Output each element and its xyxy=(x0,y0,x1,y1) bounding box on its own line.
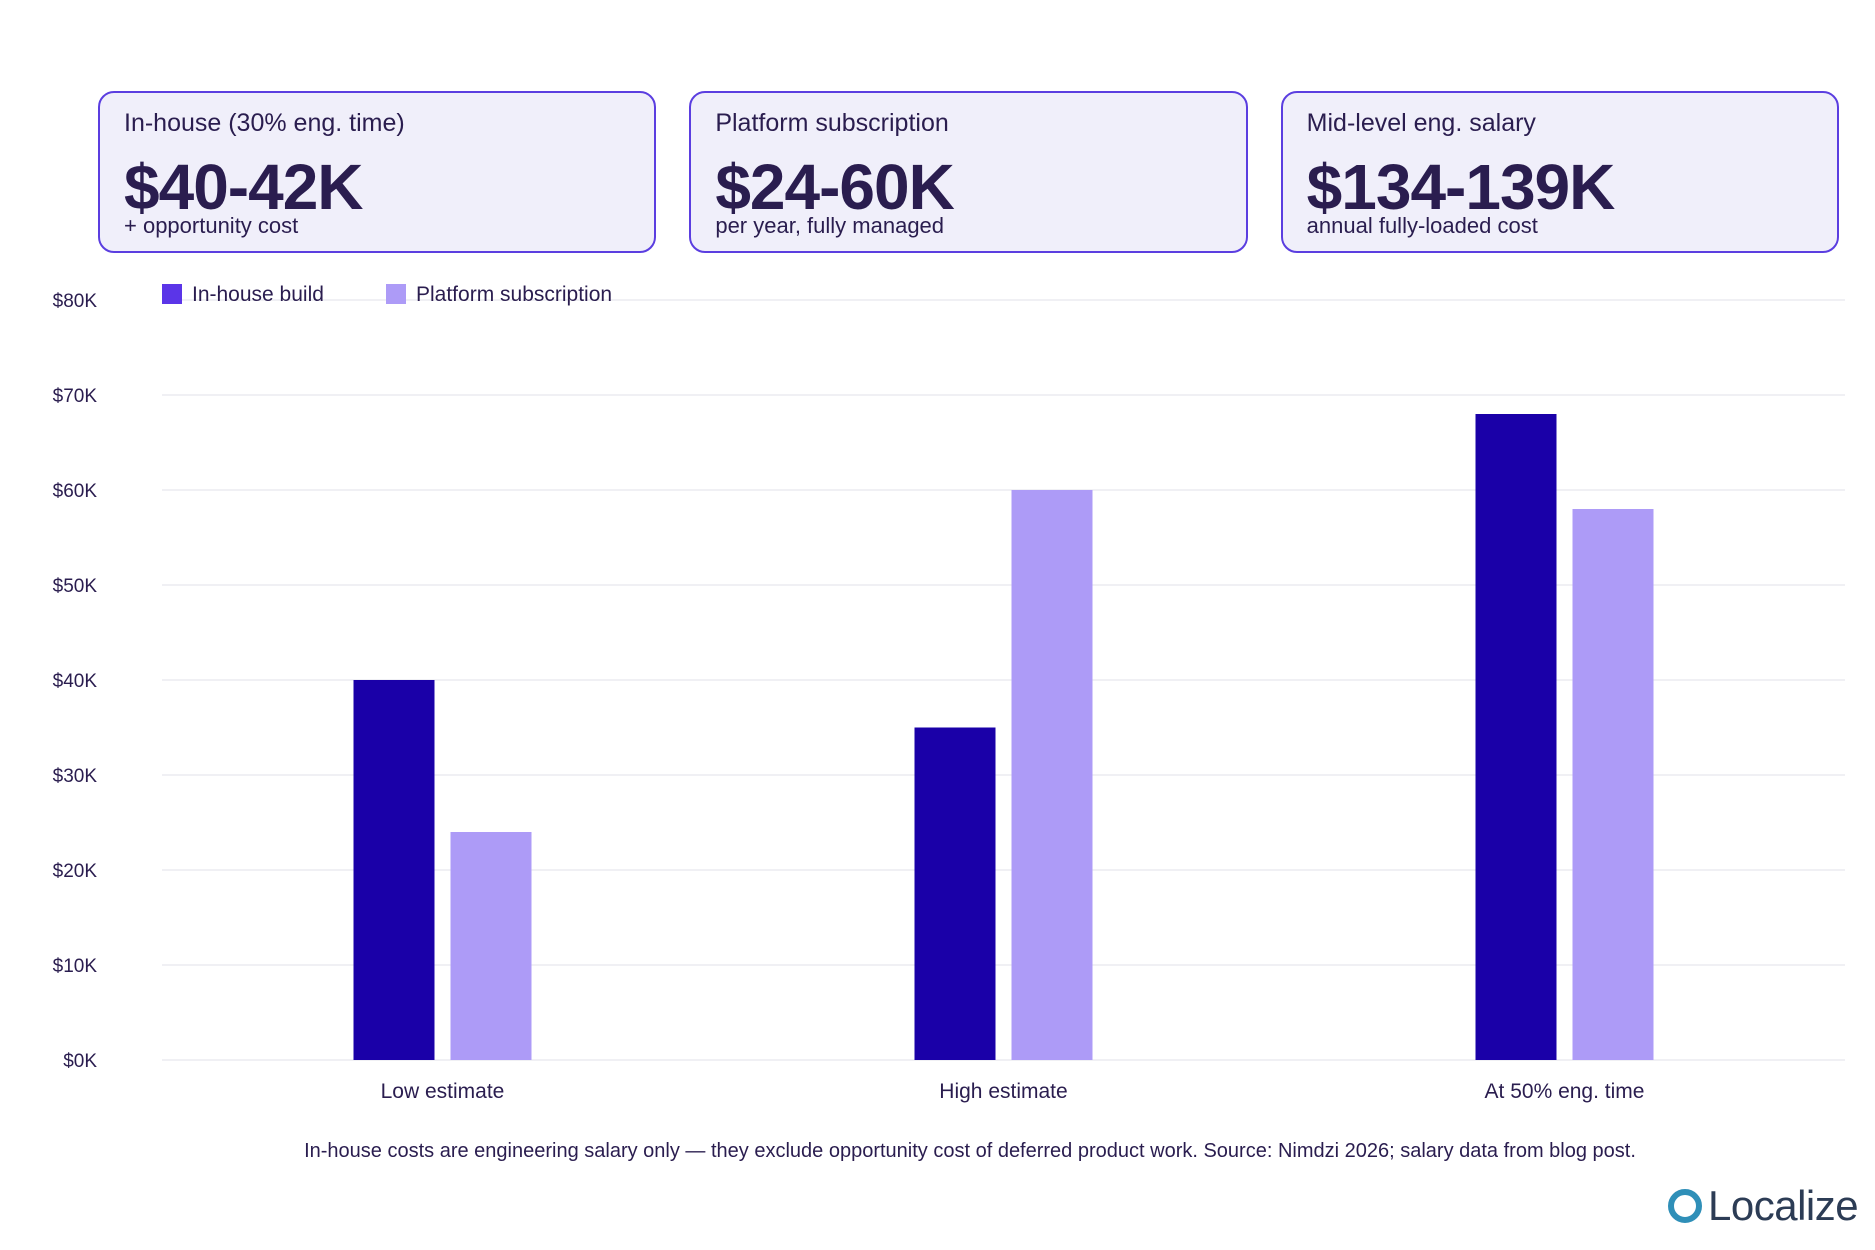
x-tick-label: Low estimate xyxy=(381,1080,505,1103)
kpi-label: Platform subscription xyxy=(715,109,949,137)
kpi-label: In-house (30% eng. time) xyxy=(124,109,405,137)
kpi-subtext: + opportunity cost xyxy=(124,213,299,238)
bar xyxy=(1572,509,1654,1060)
x-tick-label: At 50% eng. time xyxy=(1485,1080,1645,1103)
y-tick-label: $30K xyxy=(53,766,98,787)
brand-logo: Localize xyxy=(1668,1182,1859,1230)
y-tick-label: $60K xyxy=(53,481,98,502)
x-tick-label: High estimate xyxy=(939,1080,1067,1103)
kpi-card-platform: Platform subscription $24-60K per year, … xyxy=(689,91,1248,253)
bar-chart: $0K $10K $20K $30K $40K $50K $60K $70K $80K Low e… xyxy=(53,283,1845,1103)
bar xyxy=(353,680,435,1060)
y-tick-label: $20K xyxy=(53,861,98,882)
kpi-card-in-house: In-house (30% eng. time) $40-42K + oppor… xyxy=(98,91,657,253)
y-tick-label: $80K xyxy=(53,291,98,312)
kpi-subtext: per year, fully managed xyxy=(715,213,945,238)
bar xyxy=(1475,414,1557,1060)
kpi-value: $134-139K xyxy=(1306,151,1616,223)
kpi-value: $24-60K xyxy=(715,151,954,223)
legend-swatch xyxy=(386,284,406,304)
y-tick-label: $10K xyxy=(53,956,98,977)
kpi-cards: In-house (30% eng. time) $40-42K + oppor… xyxy=(98,91,1839,253)
legend-label: In-house build xyxy=(192,283,324,306)
kpi-card-salary: Mid-level eng. salary $134-139K annual f… xyxy=(1280,91,1839,253)
y-tick-label: $50K xyxy=(53,576,98,597)
kpi-label: Mid-level eng. salary xyxy=(1306,109,1536,137)
y-tick-label: $0K xyxy=(63,1051,97,1072)
y-tick-label: $40K xyxy=(53,671,98,692)
bar xyxy=(1011,490,1093,1060)
kpi-subtext: annual fully-loaded cost xyxy=(1306,213,1538,238)
localize-logo-icon xyxy=(1668,1189,1702,1223)
bar xyxy=(914,727,996,1060)
footnote: In-house costs are engineering salary on… xyxy=(304,1140,1636,1162)
brand-name: Localize xyxy=(1708,1182,1859,1229)
legend-label: Platform subscription xyxy=(416,283,612,306)
y-tick-label: $70K xyxy=(53,386,98,407)
legend-swatch xyxy=(162,284,182,304)
kpi-value: $40-42K xyxy=(124,151,363,223)
bar xyxy=(450,832,532,1060)
